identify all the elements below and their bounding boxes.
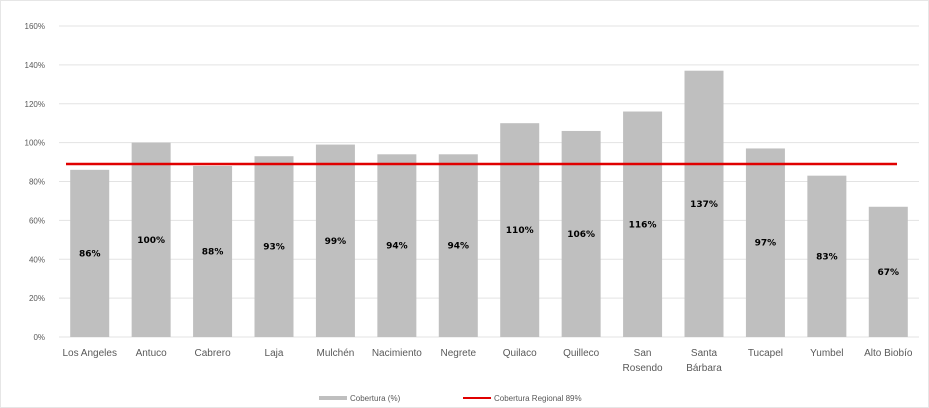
- x-tick-label: Rosendo: [623, 363, 663, 374]
- x-tick-label: Mulchén: [317, 348, 355, 359]
- data-label: 97%: [755, 239, 777, 249]
- data-label: 86%: [79, 249, 101, 259]
- data-label: 94%: [386, 242, 408, 252]
- data-label: 67%: [878, 268, 900, 278]
- bar: [868, 206, 908, 337]
- bar: [377, 154, 417, 337]
- x-tick-label: Antuco: [136, 348, 168, 359]
- bar: [684, 70, 724, 338]
- bar: [500, 123, 540, 337]
- bar: [745, 148, 785, 337]
- x-tick-label: Quilleco: [563, 348, 600, 359]
- x-tick-label: Cabrero: [195, 348, 232, 359]
- bar: [623, 111, 663, 338]
- y-tick-label: 60%: [29, 216, 45, 225]
- y-tick-label: 100%: [25, 139, 45, 148]
- y-tick-label: 140%: [25, 61, 45, 70]
- bar: [315, 144, 355, 337]
- x-tick-label: Santa: [691, 348, 718, 359]
- bar: [254, 156, 294, 337]
- data-label: 116%: [629, 220, 657, 230]
- y-tick-label: 0%: [33, 333, 45, 342]
- data-label: 93%: [263, 243, 285, 253]
- data-label: 106%: [567, 230, 595, 240]
- data-label: 100%: [137, 236, 165, 246]
- x-tick-label: Los Angeles: [62, 348, 117, 359]
- y-tick-label: 40%: [29, 255, 45, 264]
- x-tick-label: Nacimiento: [372, 348, 422, 359]
- x-tick-label: Negrete: [440, 348, 476, 359]
- x-tick-label: Yumbel: [810, 348, 843, 359]
- y-tick-label: 80%: [29, 178, 45, 187]
- x-tick-label: Alto Biobío: [864, 348, 913, 359]
- bar: [438, 154, 478, 337]
- data-label: 88%: [202, 247, 224, 257]
- bar: [561, 130, 601, 337]
- data-label: 83%: [816, 252, 838, 262]
- legend-label-bars: Cobertura (%): [350, 394, 401, 403]
- data-label: 94%: [448, 242, 470, 252]
- x-tick-label: Quilaco: [503, 348, 537, 359]
- y-tick-label: 160%: [25, 22, 45, 31]
- bar: [70, 169, 110, 337]
- data-label: 110%: [506, 226, 534, 236]
- y-tick-label: 120%: [25, 100, 45, 109]
- x-tick-label: Bárbara: [686, 363, 722, 374]
- data-label: 99%: [325, 237, 347, 247]
- bar: [807, 175, 847, 337]
- bar: [131, 142, 171, 337]
- x-tick-label: San: [634, 348, 652, 359]
- bar: [193, 165, 233, 337]
- legend-bar-swatch: [319, 396, 347, 400]
- legend-label-line: Cobertura Regional 89%: [494, 394, 582, 403]
- x-tick-label: Laja: [265, 348, 284, 359]
- data-label: 137%: [690, 200, 718, 210]
- x-tick-label: Tucapel: [748, 348, 783, 359]
- y-tick-label: 20%: [29, 294, 45, 303]
